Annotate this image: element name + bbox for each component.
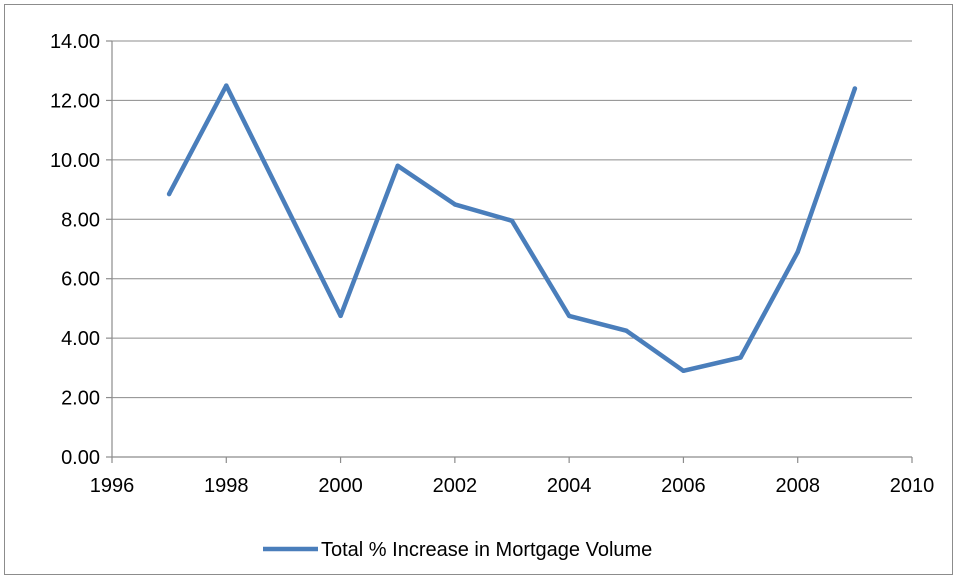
y-tick-label: 6.00 <box>61 269 100 291</box>
x-tick-label: 2006 <box>661 475 706 497</box>
data-point <box>566 313 572 319</box>
data-point <box>738 355 743 360</box>
x-tick-label: 2008 <box>775 475 820 497</box>
chart-frame <box>4 4 953 575</box>
legend: Total % Increase in Mortgage Volume <box>263 539 652 561</box>
y-tick-label: 4.00 <box>61 328 100 350</box>
series-line <box>166 83 858 374</box>
y-tick-label: 8.00 <box>61 209 100 231</box>
y-tick-label: 0.00 <box>61 447 100 469</box>
data-point <box>452 202 458 207</box>
data-point <box>509 218 515 223</box>
series-group <box>166 83 858 374</box>
data-point <box>852 86 858 91</box>
data-point <box>795 249 800 255</box>
legend-label: Total % Increase in Mortgage Volume <box>321 539 652 561</box>
y-tick-label: 2.00 <box>61 388 100 410</box>
data-point <box>624 328 629 333</box>
x-tick-label: 2010 <box>890 475 935 497</box>
gridlines <box>112 40 912 399</box>
x-tick-label: 1996 <box>90 475 135 497</box>
data-point <box>224 83 229 88</box>
y-tick-label: 12.00 <box>50 90 100 112</box>
data-point <box>395 163 400 168</box>
x-tick-label: 2000 <box>318 475 363 497</box>
axes <box>106 40 913 463</box>
x-axis-tick-labels: 1996 1998 2000 2002 2004 2006 2008 2010 <box>90 475 935 497</box>
x-tick-label: 1998 <box>204 475 249 497</box>
x-tick-label: 2004 <box>547 475 592 497</box>
data-point <box>681 368 686 374</box>
y-tick-label: 10.00 <box>50 150 100 172</box>
y-axis-tick-labels: 0.00 2.00 4.00 6.00 8.00 10.00 12.00 14.00 <box>50 31 100 469</box>
y-tick-label: 14.00 <box>50 31 100 53</box>
data-point <box>338 313 343 319</box>
x-tick-label: 2002 <box>433 475 478 497</box>
data-point <box>166 191 172 197</box>
